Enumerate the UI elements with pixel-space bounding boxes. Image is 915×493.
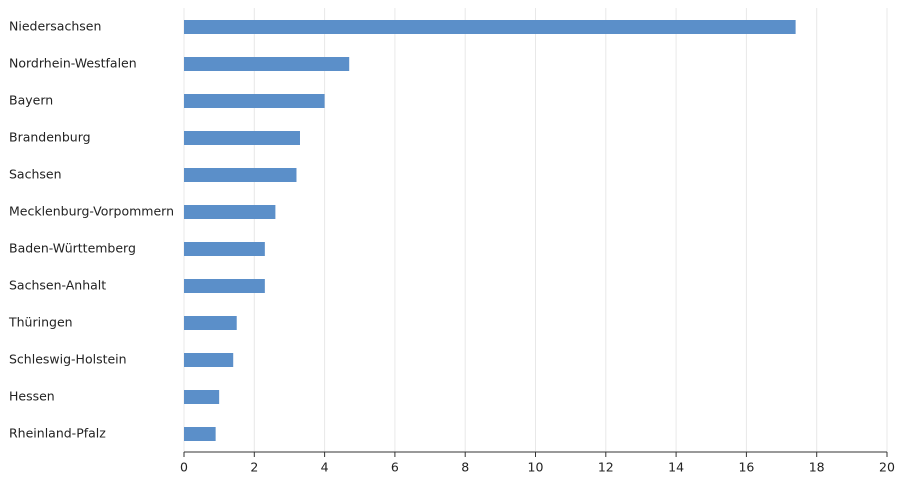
bar	[184, 427, 216, 441]
bar	[184, 94, 325, 108]
x-tick-label: 20	[879, 460, 895, 475]
bar	[184, 57, 350, 71]
y-tick-label: Mecklenburg-Vorpommern	[9, 204, 174, 219]
bar	[184, 20, 796, 34]
x-tick-label: 14	[668, 460, 684, 475]
bar	[184, 279, 265, 293]
y-tick-label: Thüringen	[8, 315, 73, 330]
y-tick-label: Rheinland-Pfalz	[9, 426, 106, 441]
y-tick-label: Schleswig-Holstein	[9, 352, 127, 367]
x-tick-label: 2	[250, 460, 258, 475]
x-tick-label: 0	[180, 460, 188, 475]
bar	[184, 168, 297, 182]
x-tick-label: 6	[391, 460, 399, 475]
x-tick-label: 18	[809, 460, 825, 475]
bar	[184, 242, 265, 256]
x-tick-label: 4	[321, 460, 329, 475]
y-tick-label: Nordrhein-Westfalen	[9, 56, 137, 71]
bar	[184, 316, 237, 330]
bar	[184, 131, 300, 145]
y-tick-label: Baden-Württemberg	[9, 241, 136, 256]
y-tick-label: Brandenburg	[9, 130, 91, 145]
y-tick-label: Sachsen-Anhalt	[9, 278, 106, 293]
y-tick-label: Niedersachsen	[9, 19, 101, 34]
y-tick-label: Bayern	[9, 93, 53, 108]
bar	[184, 353, 234, 367]
x-tick-label: 8	[461, 460, 469, 475]
y-tick-label: Sachsen	[9, 167, 62, 182]
y-tick-label: Hessen	[9, 389, 55, 404]
x-tick-label: 16	[738, 460, 754, 475]
bar	[184, 390, 220, 404]
x-tick-label: 10	[528, 460, 544, 475]
bar	[184, 205, 276, 219]
x-tick-label: 12	[598, 460, 614, 475]
